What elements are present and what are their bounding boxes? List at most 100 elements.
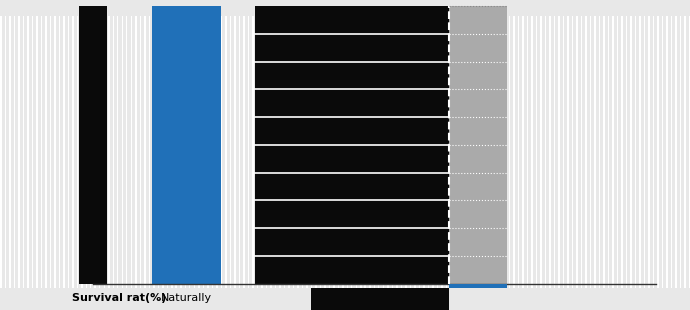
Bar (45, 16, 46, 288)
Bar (266, 16, 267, 288)
Bar (207, 16, 208, 288)
Bar (522, 16, 524, 288)
Bar (261, 16, 262, 288)
Bar (495, 16, 497, 288)
Bar (509, 16, 510, 288)
Bar (135, 16, 137, 288)
Bar (77, 16, 78, 288)
Bar (482, 16, 483, 288)
Bar (387, 16, 388, 288)
Bar (464, 16, 465, 288)
Bar (580, 16, 582, 288)
Bar (144, 16, 146, 288)
Bar (212, 16, 213, 288)
Bar (139, 16, 141, 288)
Bar (409, 16, 411, 288)
Bar (666, 16, 667, 288)
Bar (558, 16, 560, 288)
Bar (585, 16, 586, 288)
Bar (448, 6, 507, 284)
Bar (104, 16, 105, 288)
Bar (248, 16, 249, 288)
Bar (360, 16, 362, 288)
Bar (162, 16, 164, 288)
Bar (5, 16, 6, 288)
Bar (180, 16, 181, 288)
Bar (225, 16, 226, 288)
Bar (562, 16, 564, 288)
Bar (302, 16, 303, 288)
Bar (468, 16, 469, 288)
Bar (396, 16, 397, 288)
Bar (193, 16, 195, 288)
Bar (644, 16, 645, 288)
Bar (414, 16, 415, 288)
Bar (450, 16, 451, 288)
Bar (684, 16, 685, 288)
Bar (378, 16, 380, 288)
Bar (153, 16, 155, 288)
Bar (319, 16, 321, 288)
Bar (571, 16, 573, 288)
Bar (284, 16, 285, 288)
Bar (324, 16, 326, 288)
Bar (157, 16, 159, 288)
Bar (306, 16, 308, 288)
Bar (117, 16, 119, 288)
Bar (441, 16, 442, 288)
Bar (9, 16, 10, 288)
Bar (662, 16, 663, 288)
Bar (50, 16, 51, 288)
Bar (355, 16, 357, 288)
Bar (504, 16, 506, 288)
Bar (448, 284, 507, 288)
Bar (446, 16, 447, 288)
Bar (198, 16, 199, 288)
Bar (59, 16, 60, 288)
Bar (112, 16, 114, 288)
Bar (544, 16, 546, 288)
Bar (553, 16, 555, 288)
Bar (328, 16, 330, 288)
Bar (171, 16, 172, 288)
Bar (373, 16, 375, 288)
Bar (391, 16, 393, 288)
Bar (216, 16, 217, 288)
Bar (567, 16, 569, 288)
Bar (648, 16, 649, 288)
Bar (531, 16, 533, 288)
Bar (121, 16, 123, 288)
Bar (535, 16, 537, 288)
Bar (459, 16, 460, 288)
Bar (81, 16, 83, 288)
Bar (99, 16, 101, 288)
Bar (333, 16, 335, 288)
Bar (293, 16, 294, 288)
Bar (657, 16, 658, 288)
Bar (689, 16, 690, 288)
Text: Survival rat(%): Survival rat(%) (72, 293, 167, 303)
Bar (351, 16, 353, 288)
Bar (513, 16, 515, 288)
Bar (342, 16, 344, 288)
Bar (230, 16, 231, 288)
Bar (108, 16, 110, 288)
Text: Naturally: Naturally (161, 293, 212, 303)
Bar (14, 16, 15, 288)
Bar (221, 16, 222, 288)
Bar (239, 16, 240, 288)
Bar (455, 16, 456, 288)
Bar (189, 16, 190, 288)
Bar (653, 16, 654, 288)
Bar (54, 16, 55, 288)
Bar (148, 16, 150, 288)
Bar (621, 16, 622, 288)
Bar (626, 16, 627, 288)
Bar (166, 16, 168, 288)
Bar (594, 16, 595, 288)
Bar (18, 16, 19, 288)
Bar (364, 16, 366, 288)
Bar (32, 16, 33, 288)
Bar (252, 16, 253, 288)
Bar (437, 16, 438, 288)
